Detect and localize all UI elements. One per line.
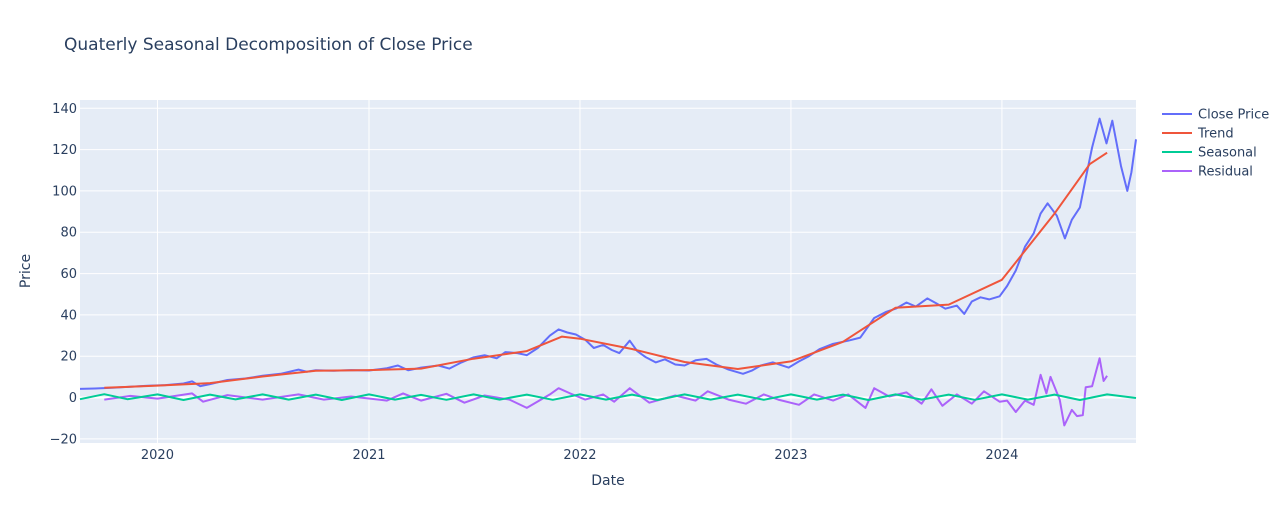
legend-item-seasonal[interactable]: Seasonal [1162,146,1257,161]
chart-title: Quaterly Seasonal Decomposition of Close… [64,35,473,55]
legend-label: Close Price [1198,108,1269,123]
x-axis-ticks: 2020 2021 2022 2023 2024 [141,448,1019,463]
y-tick-label: 20 [60,350,77,365]
y-tick-label: 0 [69,391,77,406]
x-tick-label: 2021 [352,448,385,463]
legend: Close Price Trend Seasonal Residual [1162,108,1269,180]
x-tick-label: 2024 [985,448,1018,463]
y-tick-label: 100 [52,184,77,199]
x-axis-label: Date [591,473,624,489]
x-tick-label: 2023 [774,448,807,463]
y-tick-label: 80 [60,226,77,241]
legend-label: Seasonal [1198,146,1257,161]
x-tick-label: 2020 [141,448,174,463]
series-line-residual[interactable] [104,357,1108,427]
plot-area[interactable] [80,100,1136,443]
y-tick-label: 120 [52,143,77,158]
legend-item-residual[interactable]: Residual [1162,165,1253,180]
y-axis-ticks: −20 0 20 40 60 80 100 120 140 [50,102,77,448]
y-axis-label: Price [18,254,34,288]
y-tick-label: 140 [52,102,77,117]
series-line-seasonal[interactable] [79,393,1137,401]
legend-label: Residual [1198,165,1253,180]
legend-item-close-price[interactable]: Close Price [1162,108,1269,123]
legend-label: Trend [1197,127,1234,142]
y-tick-label: 40 [60,308,77,323]
grid-lines [80,100,1136,443]
y-tick-label: −20 [50,432,77,447]
series-layer [79,117,1137,427]
y-tick-label: 60 [60,267,77,282]
series-line-trend[interactable] [104,151,1108,389]
legend-item-trend[interactable]: Trend [1162,127,1234,142]
x-tick-label: 2022 [563,448,596,463]
